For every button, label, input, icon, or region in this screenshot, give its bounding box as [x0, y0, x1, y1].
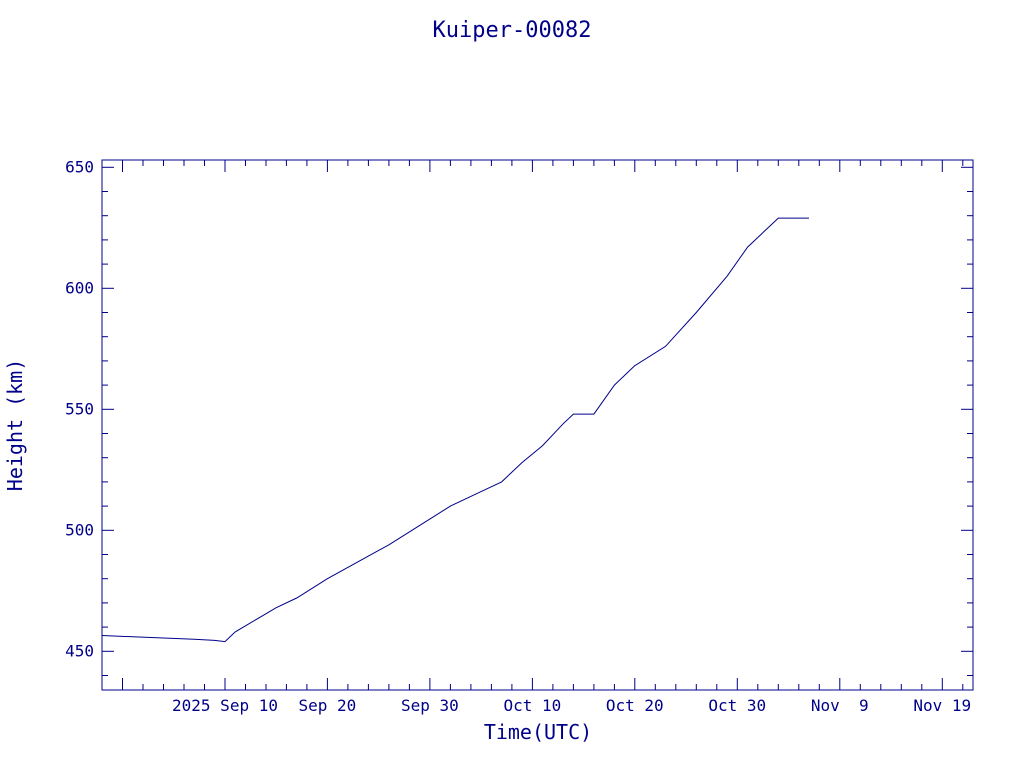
x-axis-label: Time(UTC) [484, 720, 592, 744]
x-tick-label: Sep 30 [401, 696, 459, 715]
x-axis: 2025 Sep 10 Sep 20 Sep 30 Oct 10 Oct 20 Oct 3… [101, 160, 971, 715]
y-tick-label: 650 [65, 157, 94, 176]
y-tick-label: 550 [65, 399, 94, 418]
x-tick-label: Oct 20 [606, 696, 664, 715]
x-tick-label: Sep 20 [299, 696, 357, 715]
x-tick-label: Nov 19 [913, 696, 971, 715]
x-tick-label: Nov 9 [811, 696, 869, 715]
x-tick-label: Oct 30 [708, 696, 766, 715]
y-tick-label: 450 [65, 641, 94, 660]
plot-frame [101, 159, 974, 691]
x-tick-label: 2025 Sep 10 [172, 696, 278, 715]
x-tick-label: Oct 10 [504, 696, 562, 715]
y-tick-label: 600 [65, 278, 94, 297]
chart-title: Kuiper-00082 [433, 18, 592, 43]
y-tick-label: 500 [65, 520, 94, 539]
y-axis: 450 500 550 600 650 [65, 157, 973, 676]
series-line [101, 217, 809, 643]
y-axis-label: Height (km) [3, 359, 27, 491]
